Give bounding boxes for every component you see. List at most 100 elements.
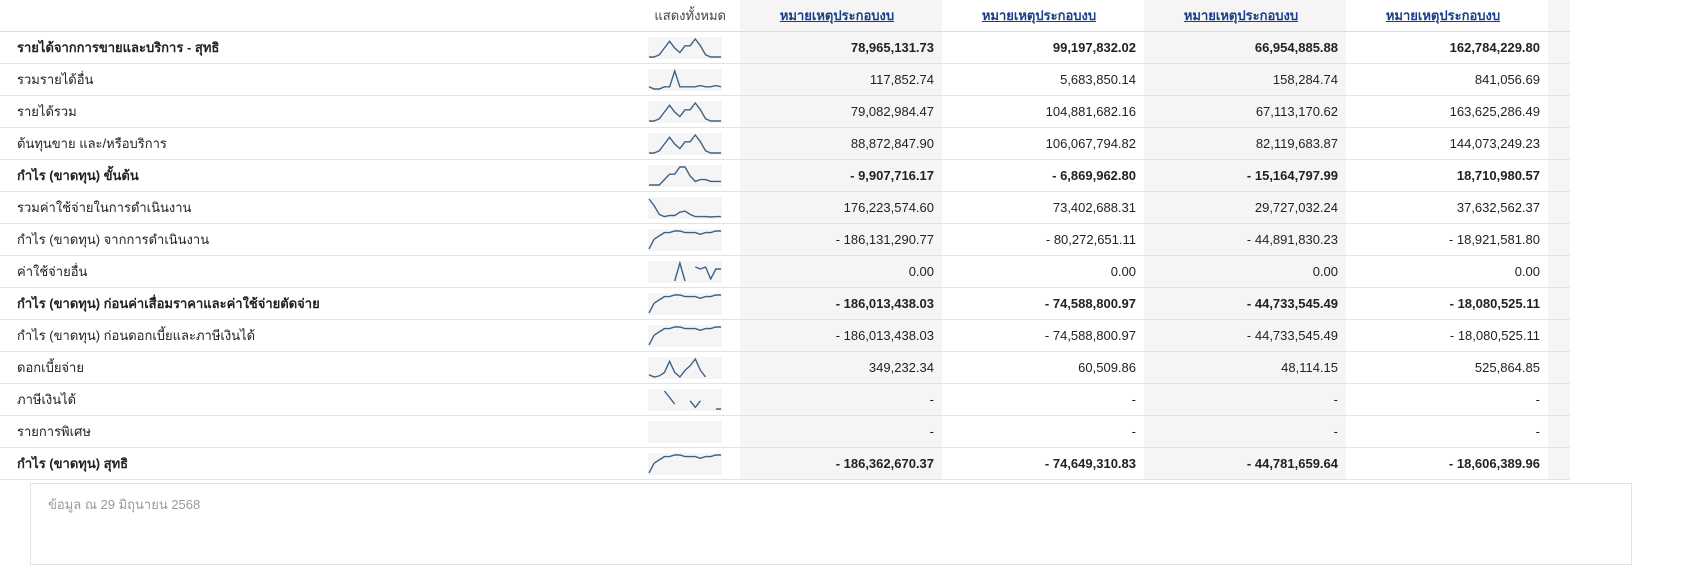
sparkline-cell[interactable] [632, 255, 740, 288]
sparkline-cell[interactable] [632, 63, 740, 96]
sparkline-line [674, 260, 721, 281]
row-label: ต้นทุนขาย และ/หรือบริการ [0, 127, 632, 160]
extra-cell [1548, 63, 1570, 96]
sparkline-line [648, 453, 721, 473]
sparkline-chart[interactable] [648, 260, 722, 283]
sparkline-cell[interactable] [632, 159, 740, 192]
sparkline-cell[interactable] [632, 191, 740, 224]
sparkline-line [649, 165, 721, 186]
table-row: กำไร (ขาดทุน) จากการดำเนินงาน - 186,131,2… [0, 223, 1570, 256]
sparkline-chart[interactable] [648, 388, 722, 411]
sparkline-line [648, 325, 721, 345]
sparkline-line [649, 37, 721, 58]
sparkline-cell[interactable] [632, 95, 740, 128]
sparkline-chart[interactable] [648, 420, 722, 443]
table-row: กำไร (ขาดทุน) ก่อนค่าเสื่อมราคาและค่าใช้… [0, 287, 1570, 320]
sparkline-chart[interactable] [648, 356, 722, 379]
value-cell: 0.00 [1346, 255, 1548, 288]
value-cell: 163,625,286.49 [1346, 95, 1548, 128]
value-cell: - 44,781,659.64 [1144, 447, 1346, 480]
note-link[interactable]: หมายเหตุประกอบงบ [779, 8, 895, 23]
value-cell: - 74,649,310.83 [942, 447, 1144, 480]
sparkline-cell[interactable] [632, 351, 740, 384]
sparkline-cell[interactable] [632, 415, 740, 448]
sparkline-chart[interactable] [648, 324, 722, 347]
sparkline-chart[interactable] [648, 292, 722, 315]
sparkline-chart[interactable] [648, 196, 722, 219]
note-link[interactable]: หมายเหตุประกอบงบ [1183, 8, 1299, 23]
row-label: ค่าใช้จ่ายอื่น [0, 255, 632, 288]
value-cell: 78,965,131.73 [740, 31, 942, 64]
value-cell: - [740, 383, 942, 416]
sparkline-chart[interactable] [648, 100, 722, 123]
value-cell: 158,284.74 [1144, 63, 1346, 96]
row-label: กำไร (ขาดทุน) ก่อนค่าเสื่อมราคาและค่าใช้… [0, 287, 632, 320]
value-cell: - [942, 415, 1144, 448]
sparkline-cell[interactable] [632, 287, 740, 320]
table-header: แสดงทั้งหมด หมายเหตุประกอบงบ หมายเหตุประ… [0, 0, 1570, 32]
sparkline-cell[interactable] [632, 127, 740, 160]
value-cell: 29,727,032.24 [1144, 191, 1346, 224]
sparkline-chart[interactable] [648, 68, 722, 91]
sparkline-cell[interactable] [632, 31, 740, 64]
value-cell: - 74,588,800.97 [942, 287, 1144, 320]
sparkline-cell[interactable] [632, 383, 740, 416]
table-row: กำไร (ขาดทุน) ขั้นต้น - 9,907,716.17- 6,8… [0, 159, 1570, 192]
value-cell: 37,632,562.37 [1346, 191, 1548, 224]
sparkline-cell[interactable] [632, 319, 740, 352]
show-all-link[interactable]: แสดงทั้งหมด [632, 0, 740, 32]
value-cell: 18,710,980.57 [1346, 159, 1548, 192]
value-cell: - 15,164,797.99 [1144, 159, 1346, 192]
column-header-4: หมายเหตุประกอบงบ [1346, 0, 1548, 32]
sparkline-chart[interactable] [648, 452, 722, 475]
value-cell: 349,232.34 [740, 351, 942, 384]
sparkline-line [663, 390, 721, 410]
table-row: รายได้รวม 79,082,984.47 104,881,682.16 67,1… [0, 95, 1570, 128]
column-header-1: หมายเหตุประกอบงบ [740, 0, 942, 32]
value-cell: - [942, 383, 1144, 416]
sparkline-chart[interactable] [648, 228, 722, 251]
extra-cell [1548, 95, 1570, 128]
sparkline-cell[interactable] [632, 447, 740, 480]
row-label: รวมรายได้อื่น [0, 63, 632, 96]
value-cell: 0.00 [1144, 255, 1346, 288]
sparkline-chart[interactable] [648, 132, 722, 155]
value-cell: 0.00 [942, 255, 1144, 288]
extra-cell [1548, 415, 1570, 448]
value-cell: - 9,907,716.17 [740, 159, 942, 192]
value-cell: - [1346, 415, 1548, 448]
table-row: รวมค่าใช้จ่ายในการดำเนินงาน 176,223,574.6… [0, 191, 1570, 224]
note-link[interactable]: หมายเหตุประกอบงบ [1385, 8, 1501, 23]
value-cell: - 18,080,525.11 [1346, 319, 1548, 352]
extra-cell [1548, 31, 1570, 64]
extra-cell [1548, 191, 1570, 224]
table-row: ภาษีเงินได้ - - - - [0, 383, 1570, 416]
sparkline-line [649, 101, 721, 122]
value-cell: - [1144, 415, 1346, 448]
extra-cell [1548, 447, 1570, 480]
note-link[interactable]: หมายเหตุประกอบงบ [981, 8, 1097, 23]
value-cell: - 186,131,290.77 [740, 223, 942, 256]
sparkline-line [648, 293, 721, 313]
value-cell: 73,402,688.31 [942, 191, 1144, 224]
value-cell: 66,954,885.88 [1144, 31, 1346, 64]
sparkline-line [648, 357, 707, 378]
sparkline-chart[interactable] [648, 164, 722, 187]
column-header-3: หมายเหตุประกอบงบ [1144, 0, 1346, 32]
sparkline-cell[interactable] [632, 223, 740, 256]
value-cell: - 74,588,800.97 [942, 319, 1144, 352]
value-cell: - 44,891,830.23 [1144, 223, 1346, 256]
footer-note: ข้อมูล ณ 29 มิถุนายน 2568 [30, 483, 1632, 565]
value-cell: 88,872,847.90 [740, 127, 942, 160]
value-cell: - [740, 415, 942, 448]
value-cell: - 18,080,525.11 [1346, 287, 1548, 320]
sparkline-chart[interactable] [648, 36, 722, 59]
value-cell: 60,509.86 [942, 351, 1144, 384]
value-cell: - 44,733,545.49 [1144, 287, 1346, 320]
table-row: รายการพิเศษ - - - - [0, 415, 1570, 448]
row-label: รายการพิเศษ [0, 415, 632, 448]
value-cell: 176,223,574.60 [740, 191, 942, 224]
extra-cell [1548, 287, 1570, 320]
value-cell: - 186,362,670.37 [740, 447, 942, 480]
data-as-of-date: ข้อมูล ณ 29 มิถุนายน 2568 [48, 497, 201, 512]
